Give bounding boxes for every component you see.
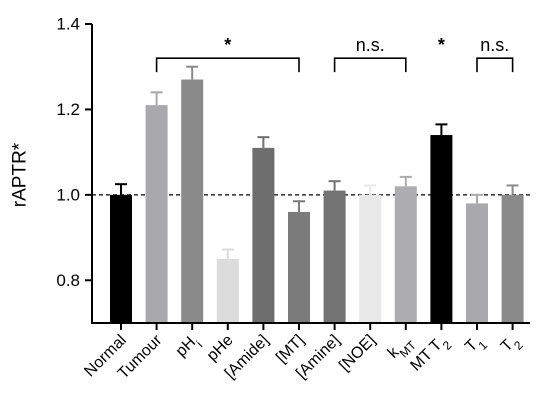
x-tick-label-text: pH xyxy=(173,334,199,360)
y-axis-title: rAPTR* xyxy=(10,142,31,207)
bar xyxy=(323,190,346,323)
significance-label: n.s. xyxy=(356,35,385,55)
significance-label: * xyxy=(224,35,231,55)
x-tick-label: pHi xyxy=(173,332,206,365)
bar xyxy=(216,258,239,323)
significance-bracket xyxy=(476,57,514,73)
bar xyxy=(359,194,382,323)
x-tick-label-text: [NOE] xyxy=(336,332,379,375)
significance-bracket xyxy=(155,57,300,73)
bar xyxy=(145,105,168,324)
x-tick-label: MT T2 xyxy=(407,332,454,379)
y-tick-label: 1.4 xyxy=(56,15,80,34)
bar xyxy=(181,79,204,324)
y-tick-label: 1.0 xyxy=(56,185,80,204)
significance-bracket xyxy=(333,57,407,73)
x-tick-label: T2 xyxy=(498,332,526,360)
bar xyxy=(430,135,453,323)
bar xyxy=(394,186,417,323)
significance-label: n.s. xyxy=(480,35,509,55)
bar xyxy=(501,194,524,323)
y-tick-label: 0.8 xyxy=(56,271,80,290)
significance-label: * xyxy=(438,35,445,55)
bar xyxy=(110,194,132,323)
x-tick-label-subscript: i xyxy=(193,338,205,350)
bar xyxy=(288,211,310,323)
bar xyxy=(466,203,488,323)
bar xyxy=(252,147,275,323)
x-tick-label: [NOE] xyxy=(336,332,379,375)
x-tick-label: T1 xyxy=(462,332,490,360)
y-tick-label: 1.2 xyxy=(56,100,80,119)
